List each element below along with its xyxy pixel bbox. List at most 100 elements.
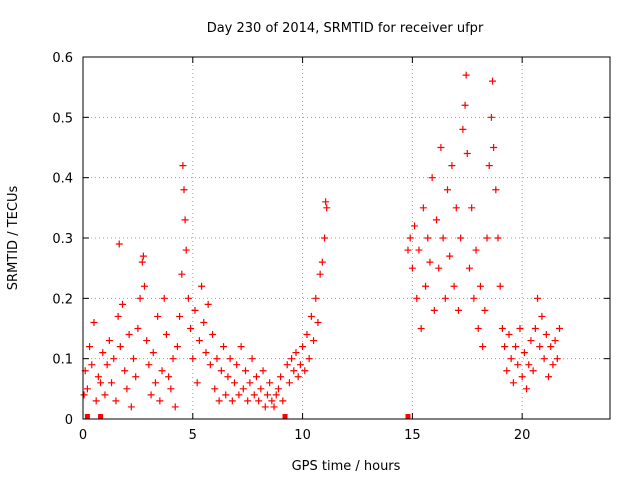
- data-point: [503, 367, 511, 375]
- data-point: [268, 397, 276, 405]
- y-axis-label: SRMTID / TECUs: [6, 186, 21, 291]
- data-point: [209, 331, 217, 339]
- data-point: [176, 312, 184, 320]
- data-point: [90, 318, 98, 326]
- data-point: [307, 312, 315, 320]
- data-point: [222, 391, 230, 399]
- data-point: [540, 355, 548, 363]
- data-point: [250, 391, 258, 399]
- data-point: [413, 294, 421, 302]
- data-point: [270, 403, 278, 411]
- data-point: [127, 403, 135, 411]
- x-tick-label: 0: [79, 428, 87, 443]
- data-point: [430, 306, 438, 314]
- data-point: [189, 355, 197, 363]
- data-point: [134, 325, 142, 332]
- data-point: [417, 325, 425, 332]
- data-point: [285, 379, 293, 387]
- data-point: [101, 391, 109, 399]
- data-point: [444, 186, 452, 194]
- data-point: [248, 355, 256, 363]
- y-tick-label: 0: [65, 413, 73, 428]
- data-point: [235, 391, 243, 399]
- data-point: [266, 379, 274, 387]
- data-point: [428, 174, 436, 182]
- data-point: [424, 234, 432, 242]
- data-point: [525, 361, 533, 369]
- data-point: [536, 343, 544, 351]
- x-tick-label: 10: [294, 428, 311, 443]
- data-point: [406, 234, 414, 242]
- data-point: [206, 361, 214, 369]
- data-point: [237, 343, 245, 351]
- data-point: [259, 367, 267, 375]
- data-points: [80, 71, 563, 411]
- data-point: [86, 343, 94, 351]
- data-point: [272, 391, 280, 399]
- chart-title: Day 230 of 2014, SRMTID for receiver ufp…: [207, 21, 484, 36]
- data-point: [450, 282, 458, 290]
- x-tick-label: 5: [189, 428, 197, 443]
- y-tick-label: 0.4: [52, 172, 73, 187]
- data-point: [244, 397, 252, 405]
- data-point: [490, 144, 498, 151]
- data-point: [321, 234, 329, 242]
- axis-ticks: [82, 56, 610, 420]
- data-point: [426, 258, 434, 266]
- zero-marker: [84, 414, 90, 419]
- data-point: [283, 361, 291, 369]
- data-point: [419, 204, 427, 212]
- data-point: [514, 361, 522, 369]
- data-point: [457, 234, 465, 242]
- data-point: [224, 373, 232, 381]
- data-point: [534, 294, 542, 302]
- data-point: [233, 361, 241, 369]
- zero-markers: [84, 414, 411, 419]
- data-point: [103, 361, 111, 369]
- data-point: [202, 349, 210, 357]
- data-point: [483, 234, 491, 242]
- data-point: [204, 300, 212, 308]
- data-point: [301, 367, 309, 375]
- data-point: [252, 373, 260, 381]
- data-point: [411, 222, 419, 230]
- x-tick-labels: 0 5 10 15 20: [79, 428, 531, 443]
- data-point: [154, 312, 162, 320]
- data-point: [213, 355, 221, 363]
- zero-marker: [405, 414, 411, 419]
- data-point: [516, 325, 524, 332]
- data-point: [112, 397, 120, 405]
- data-point: [290, 367, 298, 375]
- data-point: [487, 113, 495, 121]
- data-point: [433, 216, 441, 224]
- data-point: [505, 331, 513, 339]
- data-point: [162, 331, 170, 339]
- data-point: [542, 331, 550, 339]
- data-point: [474, 325, 482, 332]
- data-point: [115, 240, 123, 248]
- data-point: [215, 397, 223, 405]
- data-point: [165, 373, 173, 381]
- data-point: [125, 331, 133, 339]
- data-point: [454, 306, 462, 314]
- data-point: [492, 186, 500, 194]
- data-point: [481, 306, 489, 314]
- data-point: [452, 204, 460, 212]
- data-point: [169, 355, 177, 363]
- data-point: [538, 312, 546, 320]
- data-point: [228, 397, 236, 405]
- data-point: [88, 361, 96, 369]
- data-point: [318, 258, 326, 266]
- data-point: [314, 318, 322, 326]
- data-point: [239, 385, 247, 393]
- data-point: [83, 385, 91, 393]
- data-point: [114, 312, 122, 320]
- data-point: [501, 343, 509, 351]
- data-point: [296, 361, 304, 369]
- data-point: [160, 294, 168, 302]
- y-tick-labels: 0 0.1 0.2 0.3 0.4 0.5 0.6: [52, 51, 73, 428]
- data-point: [494, 234, 502, 242]
- data-point: [119, 300, 127, 308]
- data-point: [217, 367, 225, 375]
- data-point: [156, 397, 164, 405]
